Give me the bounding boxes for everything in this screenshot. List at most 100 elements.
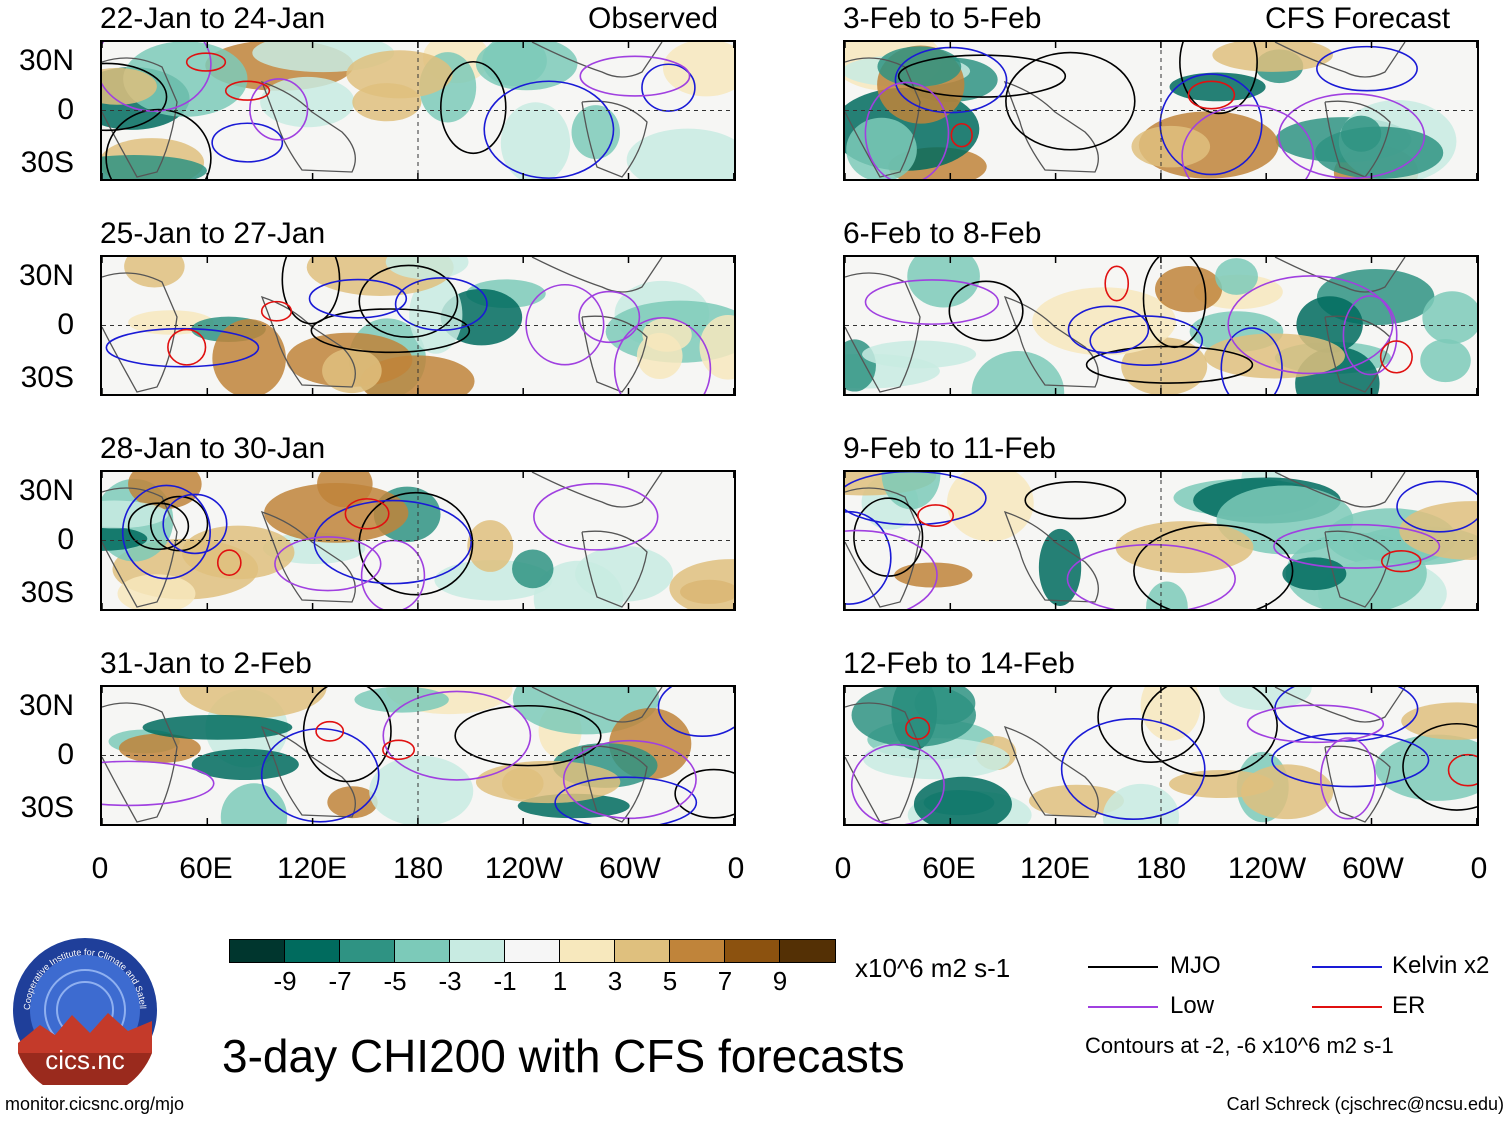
africa-coastline (845, 272, 921, 393)
lat-label-0: 0 (57, 308, 74, 341)
anomaly-blob (1215, 258, 1258, 295)
lat-label-30s: 30S (20, 791, 74, 824)
colorbar-label: 3 (607, 966, 623, 996)
map-panel-fcst-3 (843, 470, 1479, 611)
lat-label-0: 0 (57, 738, 74, 771)
mjo-contour (1141, 687, 1278, 777)
colorbar-swatch (340, 940, 395, 962)
lat-label-0: 0 (57, 93, 74, 126)
colorbar-units: x10^6 m2 s-1 (855, 953, 1011, 983)
er-contour (1447, 753, 1477, 787)
map-panel-obs-1 (100, 40, 736, 181)
kelvin-contour (260, 727, 380, 823)
main-title: 3-day CHI200 with CFS forecasts (222, 1030, 905, 1082)
low-contour (850, 743, 945, 824)
anomaly-blob (533, 560, 624, 609)
er-contour (216, 549, 242, 576)
observed-label: Observed (588, 2, 719, 35)
anomaly-blob (626, 128, 734, 179)
mjo-contour (948, 280, 1024, 342)
low-contour (864, 81, 950, 179)
anomaly-blob (354, 687, 449, 713)
footer-url[interactable]: monitor.cicsnc.org/mjo (5, 1094, 185, 1114)
map-graphic (102, 257, 734, 394)
maritime-coastline (1003, 510, 1099, 603)
colorbar-swatch (560, 940, 615, 962)
low-contour (864, 279, 1000, 325)
kelvin-contour (845, 472, 987, 526)
north-america-coastline (531, 42, 663, 78)
mjo-contour (897, 54, 1067, 98)
lon-label: 0 (727, 852, 745, 885)
africa-coastline (845, 487, 921, 608)
north-america-coastline (531, 257, 663, 293)
colorbar-swatch (615, 940, 670, 962)
panel-title-fcst-2: 6-Feb to 8-Feb (843, 217, 1042, 250)
anomaly-blob (102, 526, 148, 551)
colorbar-swatch (780, 940, 835, 962)
north-america-coastline (1274, 257, 1406, 293)
map-graphic (845, 687, 1477, 824)
low-contour (579, 55, 691, 97)
anomaly-blob (500, 102, 571, 179)
africa-coastline (102, 487, 178, 608)
panel-title-obs-1: 22-Jan to 24-Jan (100, 2, 326, 35)
anomaly-blob (1131, 125, 1211, 168)
anomaly-blob (1422, 291, 1477, 344)
lon-label: 0 (1470, 852, 1488, 885)
anomaly-blob (894, 562, 973, 588)
map-graphic (102, 687, 734, 824)
south-america-coastline (1324, 315, 1391, 393)
kelvin-contour (845, 510, 892, 605)
map-graphic (845, 42, 1477, 179)
anomaly-blob (117, 574, 196, 609)
low-contour (562, 739, 697, 820)
map-panel-fcst-4 (843, 685, 1479, 826)
mjo-contour (454, 704, 602, 767)
anomaly-blob (142, 714, 293, 740)
low-contour (845, 529, 938, 609)
mjo-contour (1179, 42, 1258, 115)
low-contour (1066, 543, 1236, 609)
anomaly-blob (124, 257, 185, 288)
kelvin-contour (162, 493, 228, 555)
legend-label-er: ER (1392, 992, 1426, 1019)
low-contour (1320, 737, 1376, 820)
lat-label-30s: 30S (20, 146, 74, 179)
anomaly-blob (369, 755, 474, 824)
low-contour (102, 42, 212, 112)
colorbar-swatch (395, 940, 450, 962)
mjo-contour (102, 62, 168, 132)
cfs-forecast-label: CFS Forecast (1265, 2, 1451, 35)
lat-label-30n: 30N (18, 44, 74, 77)
colorbar-label: 1 (552, 966, 568, 996)
anomaly-blob (179, 687, 327, 719)
panel-title-obs-4: 31-Jan to 2-Feb (100, 647, 312, 680)
anomaly-blob (1038, 528, 1082, 606)
er-contour (905, 716, 931, 740)
legend-line-kelvin (1312, 966, 1382, 968)
anomaly-blob (862, 738, 1010, 780)
maritime-coastline (260, 80, 356, 173)
low-contour (1278, 93, 1426, 179)
maritime-coastline (260, 510, 356, 603)
low-contour (1181, 104, 1315, 179)
er-contour (315, 720, 345, 742)
maritime-coastline (260, 295, 356, 388)
lon-label: 0 (91, 852, 109, 885)
legend-line-low (1088, 1006, 1158, 1008)
anomaly-blob (971, 351, 1065, 394)
kelvin-contour (1316, 45, 1418, 92)
anomaly-blob (913, 776, 1012, 824)
anomaly-blob (123, 42, 248, 117)
anomaly-blob (946, 472, 1034, 542)
map-panel-obs-4 (100, 685, 736, 826)
kelvin-contour (313, 499, 473, 585)
er-contour (344, 498, 390, 530)
mjo-contour (310, 308, 471, 354)
colorbar-swatch (725, 940, 780, 962)
er-contour (185, 52, 227, 72)
anomaly-blob (327, 786, 378, 819)
colorbar-label: -3 (438, 966, 462, 996)
colorbar-label: -1 (493, 966, 517, 996)
